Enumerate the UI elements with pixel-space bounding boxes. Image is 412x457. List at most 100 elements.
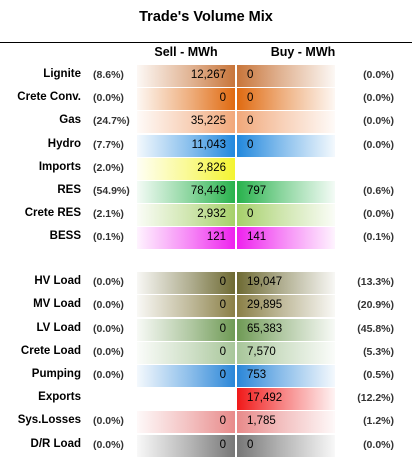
buy-percent: (0.0%) <box>363 115 394 128</box>
row-label: LV Load <box>36 321 81 334</box>
table-row-crete-load: Crete Load (0.0%) 0 7,570 (5.3%) <box>0 341 412 364</box>
buy-value: 0 <box>247 438 254 451</box>
buy-percent: (0.0%) <box>363 438 394 451</box>
sell-percent: (8.6%) <box>93 69 124 81</box>
buy-value-cell: 29,895 <box>237 295 335 318</box>
table-row-hv-load: HV Load (0.0%) 0 19,047 (13.3%) <box>0 272 412 295</box>
buy-value: 7,570 <box>247 345 276 358</box>
buy-percent: (0.0%) <box>363 92 394 105</box>
buy-value: 0 <box>247 92 254 105</box>
row-label: D/R Load <box>30 437 81 450</box>
sell-percent: (0.0%) <box>93 345 124 358</box>
buy-value-cell: 65,383 <box>237 318 335 341</box>
buy-value: 17,492 <box>247 392 283 405</box>
sell-value-cell: 2,932 <box>137 204 235 227</box>
row-label: Crete Conv. <box>17 91 81 104</box>
chart-title: Trade's Volume Mix <box>139 9 273 25</box>
buy-value-cell: 0 <box>237 65 335 87</box>
buy-percent: (20.9%) <box>357 299 394 312</box>
sell-percent: (0.0%) <box>93 322 124 335</box>
table-row-sys-losses: Sys.Losses (0.0%) 0 1,785 (1.2%) <box>0 411 412 434</box>
table-row-gas: Gas (24.7%) 35,225 0 (0.0%) <box>0 111 412 134</box>
row-label: Lignite <box>43 68 81 80</box>
buy-value-cell: 797 <box>237 181 335 203</box>
sell-value-cell: 0 <box>137 88 235 111</box>
sell-value-cell: 0 <box>137 295 235 318</box>
sell-value: 11,043 <box>191 138 226 151</box>
row-label: RES <box>57 184 81 196</box>
table-row-imports: Imports (2.0%) 2,826 <box>0 157 412 180</box>
sell-percent: (0.0%) <box>93 299 124 312</box>
sell-value: 0 <box>219 368 226 381</box>
table-row-lv-load: LV Load (0.0%) 0 65,383 (45.8%) <box>0 318 412 341</box>
sell-percent: (0.0%) <box>93 368 124 381</box>
buy-value-cell: 753 <box>237 364 335 387</box>
sell-percent: (2.0%) <box>93 161 124 174</box>
buy-percent: (1.2%) <box>363 415 394 428</box>
buy-percent: (0.1%) <box>363 231 394 244</box>
row-label: Sys.Losses <box>17 414 81 427</box>
buy-value: 0 <box>247 208 254 221</box>
table-row-exports: Exports 17,492 (12.2%) <box>0 388 412 411</box>
buy-value-cell: 7,570 <box>237 341 335 364</box>
buy-percent: (5.3%) <box>363 345 394 358</box>
buy-percent: (0.0%) <box>363 208 394 221</box>
sell-percent: (2.1%) <box>93 208 124 221</box>
buy-value-cell: 0 <box>237 204 335 227</box>
row-label: Pumping <box>31 367 81 380</box>
buy-value-cell: 1,785 <box>237 411 335 434</box>
sell-value: 0 <box>219 415 226 428</box>
sell-value-cell: 2,826 <box>137 157 235 180</box>
sell-value: 2,932 <box>197 208 226 221</box>
sell-percent: (0.0%) <box>93 438 124 451</box>
sell-percent: (0.0%) <box>93 276 124 289</box>
buy-column-header: Buy - MWh <box>270 45 336 59</box>
sell-value-cell: 0 <box>137 341 235 364</box>
row-label: HV Load <box>34 275 81 288</box>
buy-percent: (0.0%) <box>363 69 394 81</box>
row-label: Exports <box>38 391 81 404</box>
row-label: Hydro <box>47 137 81 150</box>
sell-value: 12,267 <box>190 69 226 81</box>
sell-value: 35,225 <box>190 115 226 128</box>
buy-value-cell: 19,047 <box>237 272 335 295</box>
buy-percent: (0.6%) <box>363 185 394 197</box>
buy-value-cell: 0 <box>237 111 335 134</box>
buy-value-cell: 0 <box>237 134 335 157</box>
table-row-bess: BESS (0.1%) 121 141 (0.1%) <box>0 227 412 250</box>
buy-value: 19,047 <box>247 276 283 289</box>
buy-percent: (45.8%) <box>357 322 394 335</box>
buy-value-cell: 17,492 <box>237 388 335 411</box>
sell-value-cell: 35,225 <box>137 111 235 134</box>
buy-value: 1,785 <box>247 415 276 428</box>
table-row-res: RES (54.9%) 78,449 797 (0.6%) <box>0 181 412 203</box>
row-label: Gas <box>59 114 81 127</box>
table-row-pumping: Pumping (0.0%) 0 753 (0.5%) <box>0 364 412 387</box>
buy-value: 29,895 <box>247 299 283 312</box>
sell-value-cell: 0 <box>137 318 235 341</box>
sell-value-cell: 0 <box>137 411 235 434</box>
sell-percent: (0.1%) <box>93 231 124 244</box>
table-row-mv-load: MV Load (0.0%) 0 29,895 (20.9%) <box>0 295 412 318</box>
table-row-hydro: Hydro (7.7%) 11,043 0 (0.0%) <box>0 134 412 157</box>
row-label: MV Load <box>33 298 81 311</box>
buy-percent: (0.5%) <box>363 368 394 381</box>
buy-value: 0 <box>247 115 254 128</box>
row-label: Imports <box>38 160 81 173</box>
buy-value-cell: 0 <box>237 88 335 111</box>
sell-value: 0 <box>219 276 226 289</box>
buy-value: 0 <box>247 138 254 151</box>
buy-percent: (12.2%) <box>357 392 394 405</box>
sell-value: 0 <box>219 438 226 451</box>
sell-value: 2,826 <box>197 161 226 174</box>
sell-value: 121 <box>206 231 226 244</box>
buy-value: 141 <box>247 231 267 244</box>
buy-value: 0 <box>247 69 254 81</box>
sell-value-cell: 121 <box>137 227 235 250</box>
table-row-crete-conv: Crete Conv. (0.0%) 0 0 (0.0%) <box>0 88 412 111</box>
buy-value-cell: 141 <box>237 227 335 250</box>
sell-value-cell: 0 <box>137 272 235 295</box>
buy-percent: (13.3%) <box>357 276 394 289</box>
row-label: Crete Load <box>20 344 81 357</box>
sell-column-header: Sell - MWh <box>154 45 218 59</box>
